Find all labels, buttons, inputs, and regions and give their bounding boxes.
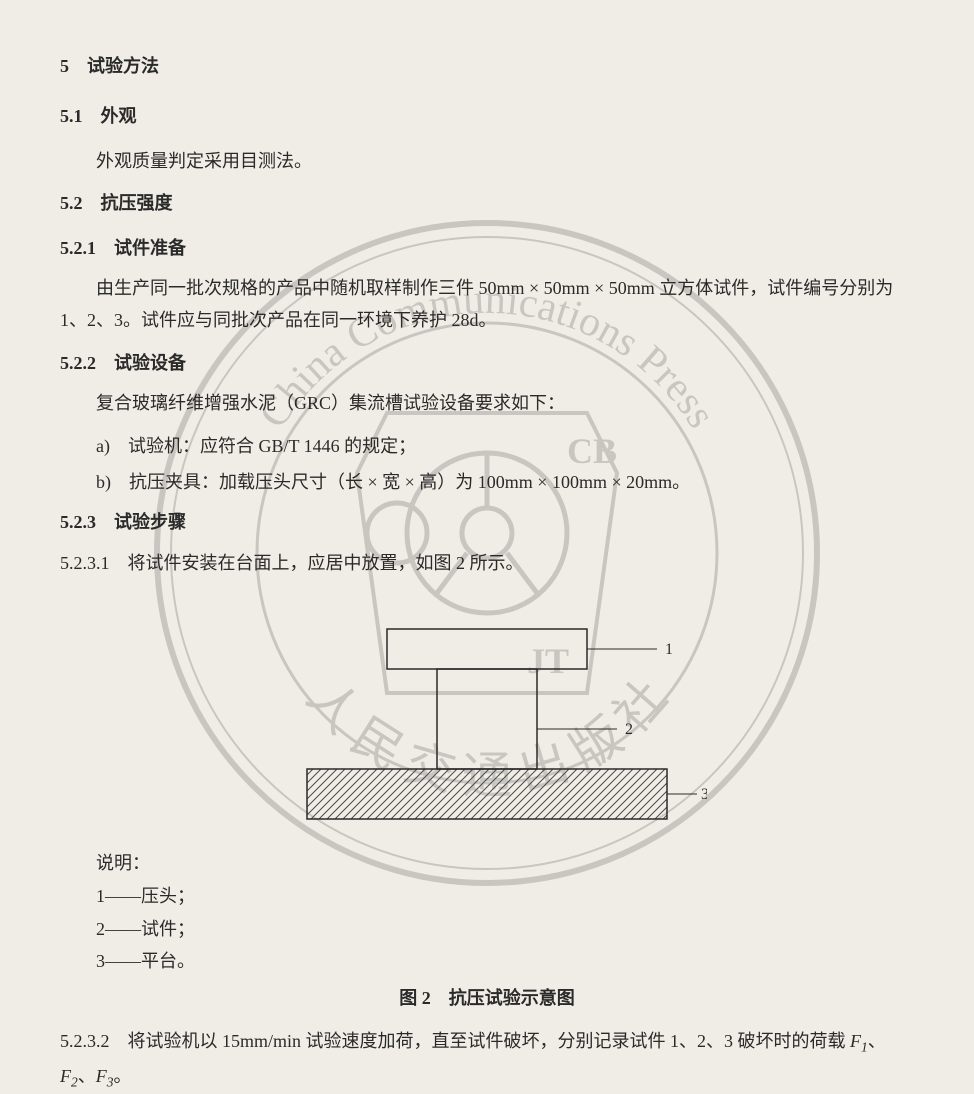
- var-F2: F2: [60, 1066, 78, 1086]
- para-5-2-1: 由生产同一批次规格的产品中随机取样制作三件 50mm × 50mm × 50mm…: [60, 272, 914, 337]
- heading-num: 5.2: [60, 193, 83, 213]
- fig-label-1: 1: [665, 641, 673, 658]
- para-5-2-3-1: 5.2.3.1 将试件安装在台面上，应居中放置，如图 2 所示。: [60, 547, 914, 579]
- heading-title: 抗压强度: [101, 193, 173, 213]
- fig-label-2: 2: [625, 721, 633, 738]
- figure-2-caption: 图 2 抗压试验示意图: [60, 982, 914, 1014]
- heading-num: 5.2.3: [60, 512, 96, 532]
- heading-num: 5.2.2: [60, 353, 96, 373]
- heading-num: 5.1: [60, 106, 83, 126]
- para-5-1: 外观质量判定采用目测法。: [60, 145, 914, 177]
- heading-5-2-1: 5.2.1 试件准备: [60, 232, 914, 264]
- heading-title: 外观: [101, 106, 137, 126]
- item-a: a) 试验机：应符合 GB/T 1446 的规定；: [96, 430, 914, 462]
- heading-title: 试件准备: [114, 238, 186, 258]
- heading-5-2: 5.2 抗压强度: [60, 187, 914, 219]
- var-F1: F1: [850, 1031, 868, 1051]
- fig-label-3: 3: [701, 786, 707, 803]
- para-num: 5.2.3.2: [60, 1031, 110, 1051]
- legend-3: 3——平台。: [96, 947, 914, 976]
- para-5-2-2-intro: 复合玻璃纤维增强水泥（GRC）集流槽试验设备要求如下：: [60, 387, 914, 419]
- heading-title: 试验方法: [87, 56, 159, 76]
- heading-5: 5 试验方法: [60, 50, 914, 82]
- heading-num: 5.2.1: [60, 238, 96, 258]
- para-num: 5.2.3.1: [60, 553, 110, 573]
- var-F3: F3: [96, 1066, 114, 1086]
- legend-1: 1——压头；: [96, 882, 914, 911]
- heading-title: 试验设备: [114, 353, 186, 373]
- figure-2: 1 2 3: [267, 599, 707, 839]
- heading-5-2-3: 5.2.3 试验步骤: [60, 506, 914, 538]
- legend-title: 说明：: [96, 849, 914, 878]
- para-5-2-3-2: 5.2.3.2 将试验机以 15mm/min 试验速度加荷，直至试件破坏，分别记…: [60, 1025, 914, 1094]
- heading-5-2-2: 5.2.2 试验设备: [60, 347, 914, 379]
- legend-2: 2——试件；: [96, 915, 914, 944]
- document-content: 5 试验方法 5.1 外观 外观质量判定采用目测法。 5.2 抗压强度 5.2.…: [60, 50, 914, 1094]
- para-text-a: 将试验机以 15mm/min 试验速度加荷，直至试件破坏，分别记录试件 1、2、…: [128, 1031, 851, 1051]
- heading-5-1: 5.1 外观: [60, 100, 914, 132]
- item-b: b) 抗压夹具：加载压头尺寸（长 × 宽 × 高）为 100mm × 100mm…: [96, 466, 914, 498]
- heading-title: 试验步骤: [114, 512, 186, 532]
- heading-num: 5: [60, 56, 69, 76]
- para-text: 将试件安装在台面上，应居中放置，如图 2 所示。: [128, 553, 524, 573]
